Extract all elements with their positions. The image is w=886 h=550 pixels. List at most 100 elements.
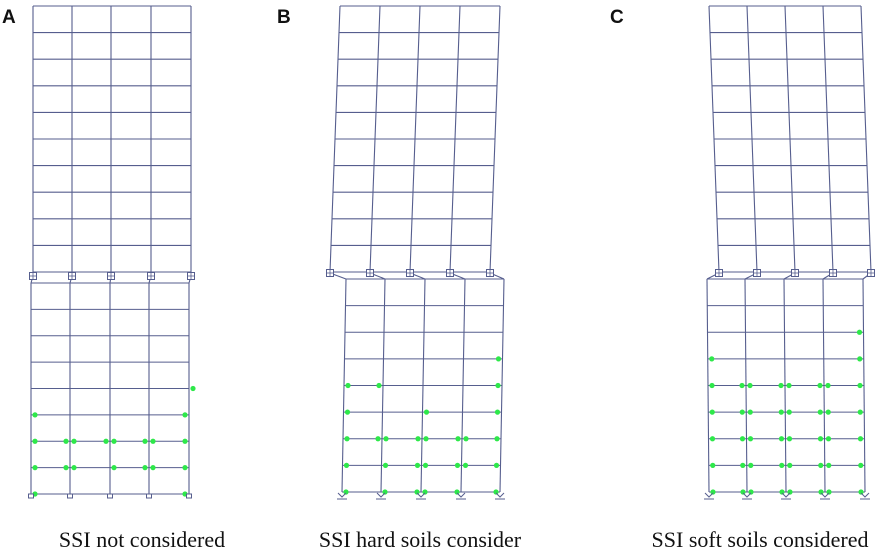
plastic-hinge bbox=[494, 409, 501, 415]
plastic-hinge bbox=[857, 356, 863, 362]
panel-a-letter: A bbox=[2, 7, 16, 28]
plastic-hinge bbox=[32, 438, 38, 444]
base-supports bbox=[28, 493, 192, 499]
podium-frame bbox=[329, 272, 505, 493]
plastic-hinge bbox=[825, 382, 831, 389]
plastic-hinge bbox=[748, 462, 754, 468]
plastic-hinge bbox=[817, 436, 824, 442]
panel-b: B SSI hard soils consider bbox=[277, 5, 522, 550]
fixed-support bbox=[146, 493, 152, 499]
plastic-hinge bbox=[818, 462, 824, 468]
spring-support bbox=[376, 492, 386, 498]
plastic-hinges bbox=[343, 356, 502, 495]
plastic-hinge bbox=[710, 462, 716, 468]
spring-support bbox=[704, 492, 714, 498]
plastic-hinge bbox=[825, 436, 832, 442]
plastic-hinge bbox=[423, 409, 430, 415]
upper-tower bbox=[329, 5, 501, 273]
plastic-hinge bbox=[455, 436, 461, 442]
fixed-support bbox=[28, 493, 34, 499]
plastic-hinge bbox=[740, 462, 746, 468]
plastic-hinge bbox=[747, 409, 753, 415]
plastic-hinge bbox=[818, 489, 824, 495]
panel-a-caption: SSI not considered bbox=[59, 527, 225, 550]
plastic-hinge bbox=[454, 462, 461, 468]
plastic-hinge bbox=[142, 465, 148, 471]
panel-b-caption: SSI hard soils consider bbox=[319, 527, 522, 550]
plastic-hinge bbox=[856, 329, 863, 335]
plastic-hinge bbox=[415, 436, 421, 442]
spring-support bbox=[337, 492, 347, 498]
base-supports bbox=[704, 492, 870, 500]
upper-tower bbox=[708, 5, 872, 273]
plastic-hinge bbox=[778, 409, 784, 415]
spring-support bbox=[495, 492, 505, 498]
spring-support bbox=[781, 492, 791, 498]
podium-frame bbox=[706, 272, 872, 493]
fixed-support bbox=[186, 493, 192, 499]
plastic-hinge bbox=[747, 382, 753, 389]
plastic-hinge bbox=[787, 489, 793, 495]
plastic-hinge bbox=[32, 465, 38, 471]
plastic-hinge bbox=[182, 465, 188, 471]
plastic-hinge bbox=[709, 436, 716, 442]
podium-frame bbox=[30, 275, 192, 495]
plastic-hinge bbox=[103, 438, 109, 444]
plastic-hinge bbox=[462, 462, 469, 468]
plastic-hinge bbox=[423, 436, 429, 442]
plastic-hinge bbox=[463, 436, 469, 442]
plastic-hinge bbox=[817, 382, 823, 389]
plastic-hinge bbox=[414, 489, 420, 495]
spring-support bbox=[416, 492, 426, 498]
base-supports bbox=[337, 492, 505, 500]
plastic-hinge bbox=[142, 438, 148, 444]
plastic-hinge bbox=[454, 489, 460, 495]
spring-support bbox=[860, 492, 870, 498]
panel-a: A SSI not considered bbox=[2, 5, 225, 550]
plastic-hinge bbox=[857, 382, 863, 389]
plastic-hinge bbox=[739, 382, 745, 389]
plastic-hinge bbox=[709, 409, 715, 415]
plastic-hinge bbox=[182, 438, 188, 444]
plastic-hinge bbox=[787, 462, 793, 468]
plastic-hinge bbox=[382, 489, 388, 495]
spring-support bbox=[742, 492, 752, 498]
plastic-hinge bbox=[344, 409, 351, 415]
panel-c-caption: SSI soft soils considered bbox=[652, 527, 869, 550]
panel-b-frame bbox=[326, 5, 505, 500]
plastic-hinge bbox=[786, 436, 793, 442]
plastic-hinge bbox=[190, 385, 196, 392]
spring-support bbox=[456, 492, 466, 498]
plastic-hinge bbox=[111, 438, 117, 444]
plastic-hinge bbox=[826, 462, 832, 468]
plastic-hinge bbox=[71, 438, 77, 444]
plastic-hinge bbox=[778, 382, 784, 389]
isolation-joints bbox=[29, 272, 195, 280]
isolation-joints bbox=[326, 269, 494, 277]
plastic-hinge bbox=[383, 436, 389, 442]
plastic-hinge bbox=[494, 436, 500, 442]
plastic-hinge bbox=[182, 412, 188, 418]
plastic-hinge bbox=[826, 489, 832, 495]
plastic-hinge bbox=[150, 438, 156, 444]
plastic-hinge bbox=[150, 465, 156, 471]
plastic-hinge bbox=[495, 382, 501, 389]
plastic-hinge bbox=[495, 356, 502, 362]
plastic-hinge bbox=[709, 356, 715, 362]
plastic-hinge bbox=[343, 462, 350, 468]
fixed-support bbox=[107, 493, 113, 499]
plastic-hinge bbox=[376, 382, 382, 389]
panel-c: C SSI soft soils considered bbox=[610, 5, 875, 550]
plastic-hinge bbox=[345, 382, 351, 389]
plastic-hinge bbox=[709, 382, 715, 389]
plastic-hinge bbox=[825, 409, 831, 415]
plastic-hinge bbox=[857, 436, 864, 442]
spring-support bbox=[820, 492, 830, 498]
plastic-hinge bbox=[63, 465, 69, 471]
plastic-hinge bbox=[786, 409, 792, 415]
plastic-hinge bbox=[739, 436, 746, 442]
plastic-hinge bbox=[747, 436, 754, 442]
plastic-hinge bbox=[71, 465, 77, 471]
plastic-hinge bbox=[710, 489, 716, 495]
